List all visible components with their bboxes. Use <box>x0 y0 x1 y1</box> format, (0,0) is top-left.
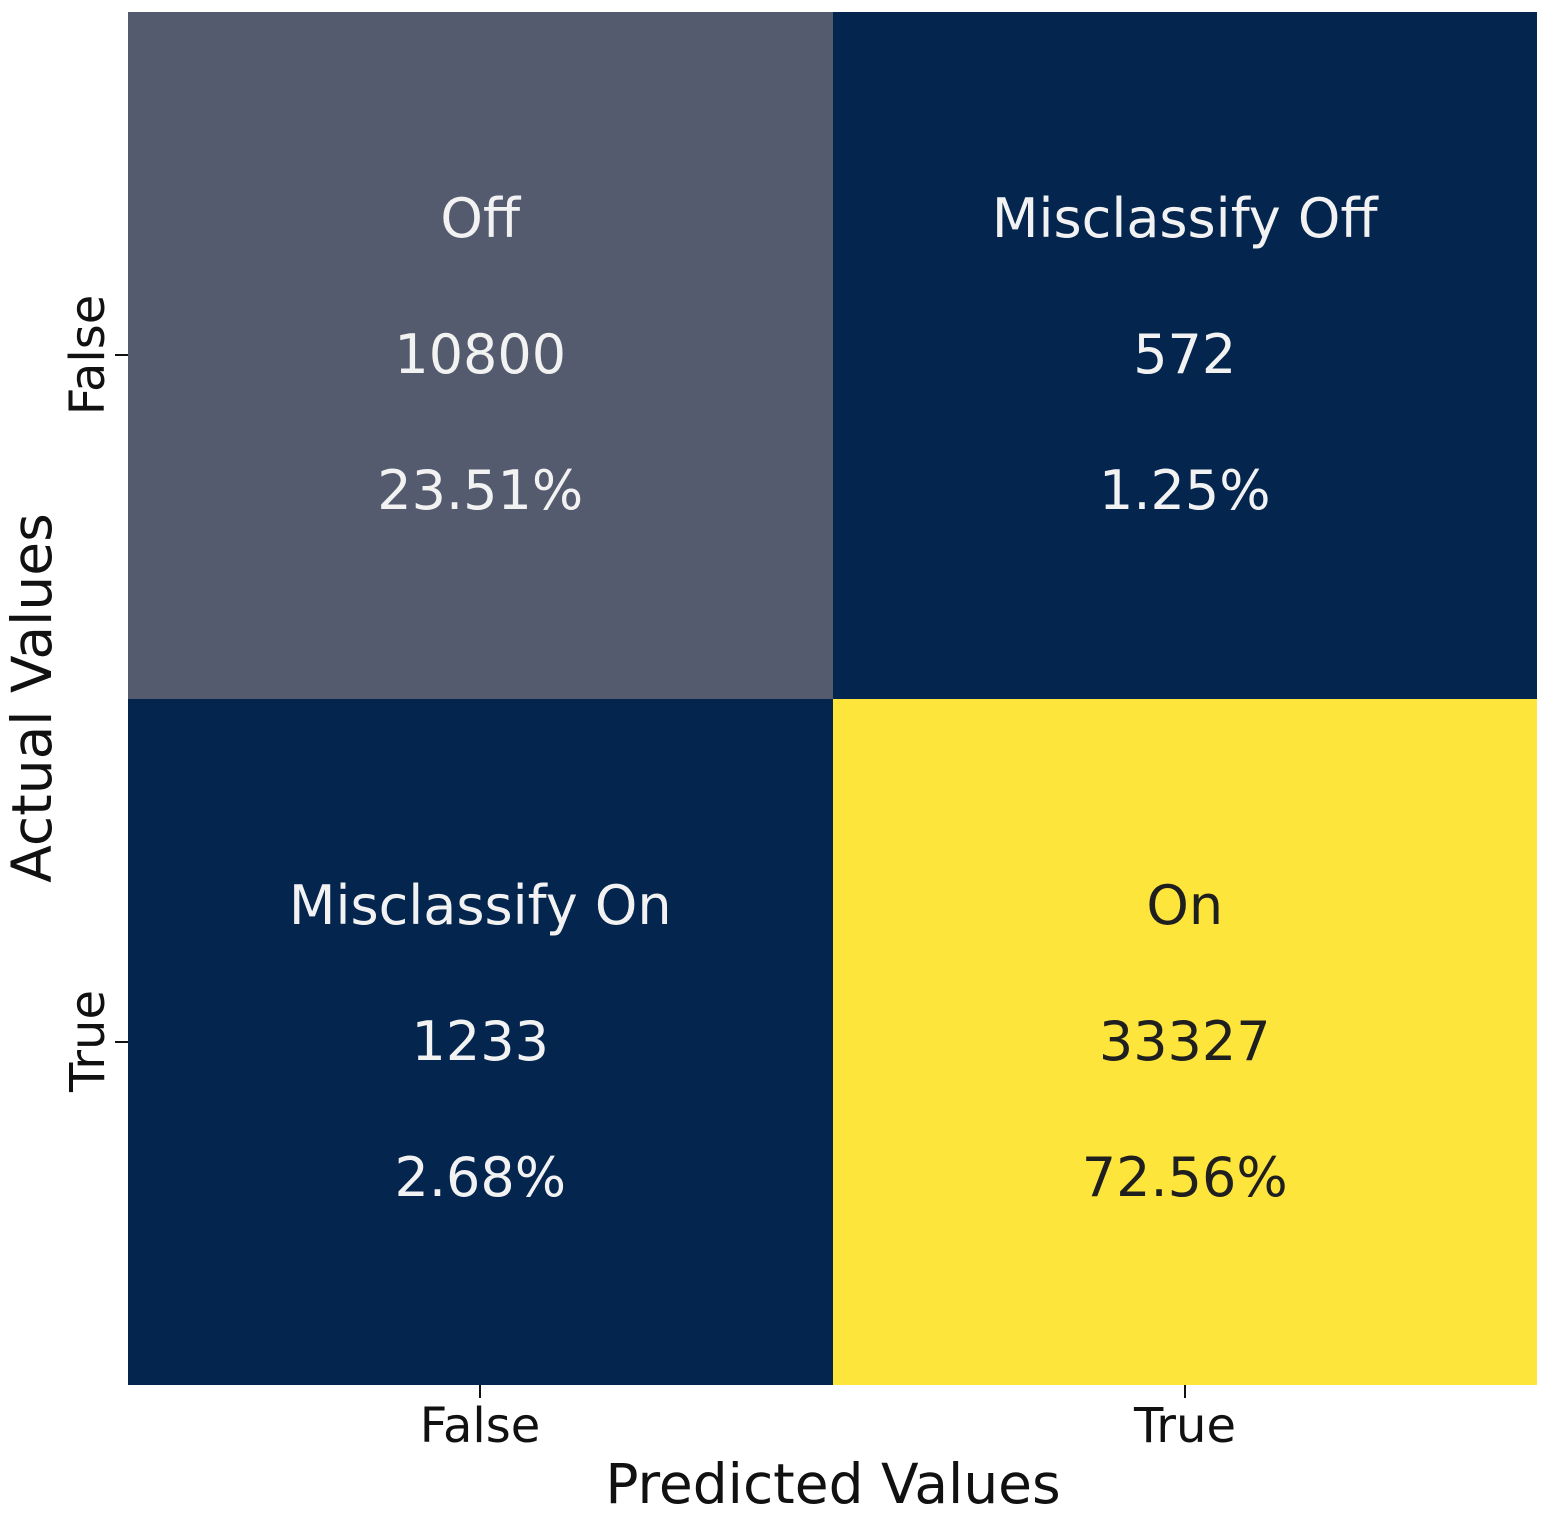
cell-true-positive-on: On 33327 72.56% <box>832 698 1537 1385</box>
cell-percent: 1.25% <box>1098 459 1271 523</box>
cell-false-positive-misclassify-off: Misclassify Off 572 1.25% <box>832 12 1537 699</box>
cell-false-negative-misclassify-on: Misclassify On 1233 2.68% <box>128 698 833 1385</box>
y-tick-mark-true <box>115 1041 128 1043</box>
y-axis-title: Actual Values <box>0 513 64 883</box>
cell-label: Misclassify Off <box>991 187 1378 251</box>
x-axis-title: Predicted Values <box>605 1452 1061 1516</box>
y-tick-label-true: True <box>60 990 116 1092</box>
x-tick-label-false: False <box>419 1398 541 1454</box>
y-tick-label-false: False <box>60 294 116 416</box>
cell-annotation: On 33327 72.56% <box>1082 872 1288 1212</box>
cell-percent: 72.56% <box>1081 1145 1288 1209</box>
cell-percent: 2.68% <box>394 1145 567 1209</box>
heatmap-plot-area: Off 10800 23.51% Misclassify Off 572 1.2… <box>128 12 1537 1385</box>
cell-label: On <box>1146 873 1224 937</box>
cell-label: Misclassify On <box>288 873 672 937</box>
cell-count: 10800 <box>394 323 567 387</box>
x-tick-mark-true <box>1184 1385 1186 1398</box>
y-tick-mark-false <box>115 354 128 356</box>
x-tick-label-true: True <box>1134 1398 1236 1454</box>
x-tick-mark-false <box>479 1385 481 1398</box>
cell-annotation: Misclassify On 1233 2.68% <box>289 872 672 1212</box>
cell-percent: 23.51% <box>377 459 584 523</box>
cell-true-negative-off: Off 10800 23.51% <box>128 12 833 699</box>
cell-label: Off <box>440 187 521 251</box>
cell-annotation: Misclassify Off 572 1.25% <box>992 185 1378 525</box>
cell-annotation: Off 10800 23.51% <box>377 185 583 525</box>
cell-count: 1233 <box>411 1009 549 1073</box>
cell-count: 572 <box>1133 323 1237 387</box>
cell-count: 33327 <box>1098 1009 1271 1073</box>
